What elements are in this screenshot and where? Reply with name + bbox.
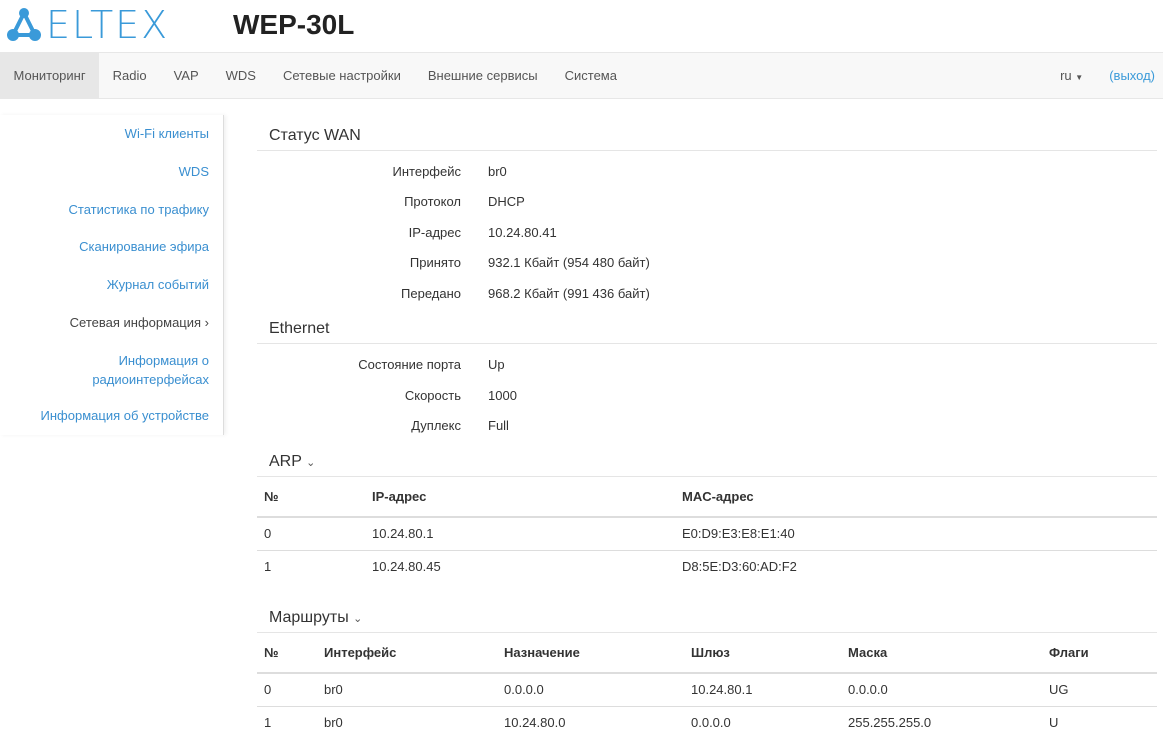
column-header: Маска xyxy=(841,633,1042,674)
nav-external-services[interactable]: Внешние сервисы xyxy=(427,68,538,83)
cell: 255.255.255.0 xyxy=(841,705,1042,739)
nav-network-settings[interactable]: Сетевые настройки xyxy=(282,68,401,83)
arp-section-toggle[interactable]: ARP ⌄ xyxy=(257,453,1157,477)
sidebar-item-radio-info[interactable]: Информация о радиоинтерфейсах xyxy=(92,353,209,387)
nav-monitoring[interactable]: Мониторинг xyxy=(0,53,100,98)
table-header-row: № Интерфейс Назначение Шлюз Маска Флаги xyxy=(257,633,1157,674)
sidebar-item-wds[interactable]: WDS xyxy=(178,164,209,179)
arp-title: ARP xyxy=(269,453,302,470)
device-model: WEP-30L xyxy=(233,9,355,40)
table-row: 1 10.24.80.45 D8:5E:D3:60:AD:F2 xyxy=(257,549,1157,583)
wan-value: 10.24.80.41 xyxy=(488,225,557,240)
wan-label: Протокол xyxy=(404,194,461,209)
cell: UG xyxy=(1042,672,1157,706)
table-row: 1 br0 10.24.80.0 0.0.0.0 255.255.255.0 U xyxy=(257,705,1157,739)
sidebar-item-network-info[interactable]: Сетевая информация › xyxy=(69,315,209,330)
nav-wds[interactable]: WDS xyxy=(225,68,256,83)
cell: 0.0.0.0 xyxy=(684,705,841,739)
column-header: Интерфейс xyxy=(317,633,497,674)
cell: 1 xyxy=(257,705,317,739)
logout-link[interactable]: (выход) xyxy=(1109,68,1155,83)
sidebar-item-traffic-stats[interactable]: Статистика по трафику xyxy=(68,202,209,217)
ethernet-value: 1000 xyxy=(488,388,517,403)
logo-text: ELTEX xyxy=(46,3,170,47)
wan-label: IP-адрес xyxy=(408,225,461,240)
chevron-down-icon: ⌄ xyxy=(353,613,363,625)
wan-value: 968.2 Кбайт (991 436 байт) xyxy=(488,286,650,301)
wan-section-title: Статус WAN xyxy=(257,127,1157,151)
language-value: ru xyxy=(1060,68,1072,83)
ethernet-label: Дуплекс xyxy=(411,418,461,433)
column-header: Назначение xyxy=(497,633,684,674)
column-header: Шлюз xyxy=(684,633,841,674)
cell: 10.24.80.0 xyxy=(497,705,684,739)
ethernet-section-title: Ethernet xyxy=(257,320,1157,344)
ethernet-label: Скорость xyxy=(404,388,461,403)
ethernet-value: Full xyxy=(488,418,509,433)
table-row: 0 br0 0.0.0.0 10.24.80.1 0.0.0.0 UG xyxy=(257,672,1157,706)
cell: 0 xyxy=(257,672,317,706)
language-dropdown[interactable]: ru ▼ xyxy=(1060,68,1083,83)
ethernet-value: Up xyxy=(488,357,505,372)
sidebar-item-device-info[interactable]: Информация об устройстве xyxy=(40,408,209,423)
cell: E0:D9:E3:E8:E1:40 xyxy=(675,516,1157,550)
wan-value: br0 xyxy=(488,164,507,179)
ethernet-label: Состояние порта xyxy=(358,357,461,372)
chevron-down-icon: ⌄ xyxy=(306,457,316,469)
column-header: № xyxy=(257,477,365,518)
top-nav: Мониторинг Radio VAP WDS Сетевые настрой… xyxy=(0,52,1163,99)
eltex-logo[interactable]: ELTEX xyxy=(6,6,169,44)
cell: br0 xyxy=(317,705,497,739)
sidebar: Wi-Fi клиенты WDS Статистика по трафику … xyxy=(0,115,224,435)
sidebar-item-event-log[interactable]: Журнал событий xyxy=(106,277,209,292)
table-header-row: № IP-адрес MAC-адрес xyxy=(257,477,1157,518)
cell: 0.0.0.0 xyxy=(841,672,1042,706)
header: ELTEX WEP-30L xyxy=(0,0,1163,52)
wan-label: Передано xyxy=(401,286,461,301)
cell: U xyxy=(1042,705,1157,739)
nav-vap[interactable]: VAP xyxy=(173,68,199,83)
cell: 1 xyxy=(257,549,365,583)
cell: br0 xyxy=(317,672,497,706)
cell: 10.24.80.1 xyxy=(365,516,675,550)
routes-table: № Интерфейс Назначение Шлюз Маска Флаги 0 br0 0… xyxy=(257,633,1157,739)
routes-title: Маршруты xyxy=(269,609,349,626)
column-header: MAC-адрес xyxy=(675,477,1157,518)
nav-system[interactable]: Система xyxy=(564,68,617,83)
column-header: Флаги xyxy=(1042,633,1157,674)
column-header: IP-адрес xyxy=(365,477,675,518)
cell: 10.24.80.1 xyxy=(684,672,841,706)
routes-section-toggle[interactable]: Маршруты ⌄ xyxy=(257,609,1157,633)
wan-label: Принято xyxy=(409,255,461,270)
caret-down-icon: ▼ xyxy=(1075,73,1084,82)
sidebar-item-wifi-clients[interactable]: Wi-Fi клиенты xyxy=(124,126,209,141)
sidebar-item-air-scan[interactable]: Сканирование эфира xyxy=(79,239,209,254)
column-header: № xyxy=(257,633,317,674)
cell: 0.0.0.0 xyxy=(497,672,684,706)
wan-value: 932.1 Кбайт (954 480 байт) xyxy=(488,255,650,270)
cell: 0 xyxy=(257,516,365,550)
arp-table: № IP-адрес MAC-адрес 0 10.24.80.1 E0:D9:E3:E… xyxy=(257,477,1157,583)
table-row: 0 10.24.80.1 E0:D9:E3:E8:E1:40 xyxy=(257,516,1157,550)
wan-label: Интерфейс xyxy=(392,164,461,179)
logo-icon xyxy=(7,8,41,41)
cell: 10.24.80.45 xyxy=(365,549,675,583)
wan-value: DHCP xyxy=(488,194,525,209)
cell: D8:5E:D3:60:AD:F2 xyxy=(675,549,1157,583)
nav-radio[interactable]: Radio xyxy=(112,68,147,83)
